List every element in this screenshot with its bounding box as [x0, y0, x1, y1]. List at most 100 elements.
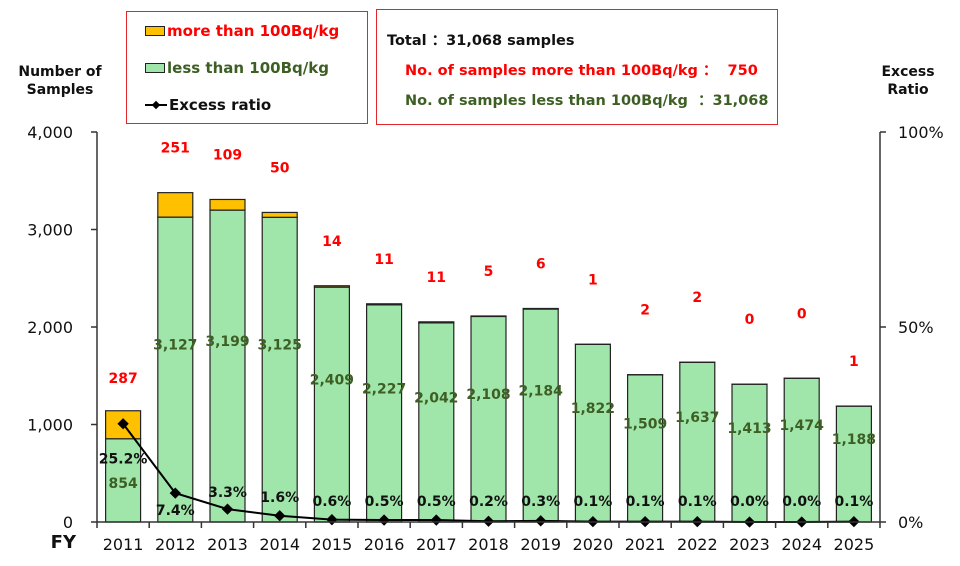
x-tick-label: 2023 — [729, 535, 770, 554]
legend-label-ratio: Excess ratio — [169, 96, 272, 114]
bar-less — [157, 216, 194, 523]
ratio-marker — [169, 487, 181, 499]
label-ratio: 0.5% — [417, 494, 456, 510]
ratio-marker — [221, 503, 234, 515]
label-more: 6 — [536, 256, 546, 272]
x-tick-label: 2020 — [573, 535, 614, 554]
x-axis: 2011 2012 2013 2014 2015 2016 2017 2018 2019 2020… — [51, 521, 881, 554]
label-more: 2 — [692, 290, 702, 306]
bar-less — [783, 377, 820, 523]
x-tick-label: 2013 — [207, 535, 248, 554]
label-ratio: 0.0% — [730, 494, 769, 510]
x-tick-label: 2021 — [625, 535, 666, 554]
label-less: 2,042 — [414, 390, 458, 406]
label-more: 109 — [213, 147, 242, 163]
label-ratio: 0.1% — [626, 494, 665, 510]
label-less: 1,822 — [571, 401, 615, 417]
label-more: 11 — [427, 270, 446, 286]
label-ratio: 0.3% — [521, 494, 560, 510]
label-ratio: 25.2% — [99, 452, 148, 468]
label-ratio: 0.6% — [312, 494, 351, 510]
label-ratio: 0.0% — [782, 494, 821, 510]
x-tick-label: 2025 — [834, 535, 875, 554]
label-more: 50 — [270, 160, 290, 176]
label-ratio: 0.5% — [365, 494, 404, 510]
x-tick-label: 2016 — [364, 535, 405, 554]
data-labels: 8542873,1272513,1991093,125502,409142,22… — [99, 141, 876, 519]
summary-more: No. of samples more than 100Bq/kg ： 750 — [405, 63, 758, 79]
summary-box: Total ：31,068 samples No. of samples mor… — [376, 9, 778, 125]
y-axis-title: Number of Samples — [10, 63, 110, 99]
summary-total: Total ：31,068 samples — [387, 33, 575, 49]
bar-less — [313, 286, 350, 523]
ratio-marker — [274, 510, 286, 522]
legend-label-less: less than 100Bq/kg — [167, 59, 329, 77]
bar-less — [105, 438, 142, 523]
x-tick-label: 2019 — [520, 535, 561, 554]
label-ratio: 0.2% — [469, 494, 508, 510]
x-tick-label: 2017 — [416, 535, 457, 554]
bars — [105, 192, 872, 523]
label-ratio: 0.1% — [834, 494, 873, 510]
label-less: 1,509 — [623, 416, 667, 432]
label-less: 1,188 — [832, 432, 876, 448]
label-less: 854 — [108, 476, 137, 492]
legend-item-ratio: Excess ratio — [145, 96, 271, 114]
bar-more — [157, 192, 194, 218]
x-tick-label: 2011 — [103, 535, 144, 554]
bar-more — [418, 321, 455, 324]
y-tick-label: 1,000 — [27, 416, 73, 435]
bar-more — [261, 211, 298, 218]
ratio-marker — [535, 515, 547, 527]
y2-axis: 0% 50% 100% — [879, 123, 944, 532]
x-tick-label: 2024 — [781, 535, 822, 554]
y2-tick-label: 0% — [898, 513, 923, 532]
bar-less — [835, 405, 872, 523]
bar-less — [366, 304, 403, 523]
legend-item-less: less than 100Bq/kg — [145, 59, 329, 77]
label-less: 2,184 — [519, 384, 564, 400]
label-more: 2 — [640, 303, 650, 319]
label-ratio: 0.1% — [573, 494, 612, 510]
x-tick-label: 2012 — [155, 535, 196, 554]
y2-tick-label: 50% — [898, 318, 934, 337]
legend-swatch-less — [145, 63, 165, 73]
y-tick-label: 3,000 — [27, 221, 73, 240]
ratio-marker — [378, 514, 390, 526]
label-less: 3,127 — [153, 338, 197, 354]
y2-axis-title: Excess Ratio — [872, 63, 944, 99]
legend: more than 100Bq/kg less than 100Bq/kg Ex… — [126, 11, 368, 124]
label-more: 5 — [484, 264, 494, 280]
bar-more — [366, 303, 403, 306]
label-ratio: 7.4% — [156, 503, 195, 519]
legend-swatch-ratio — [145, 100, 167, 110]
label-less: 2,409 — [310, 373, 354, 389]
legend-label-more: more than 100Bq/kg — [167, 22, 340, 40]
label-more: 0 — [745, 312, 755, 328]
x-axis-title: FY — [51, 532, 77, 553]
legend-swatch-more — [145, 26, 165, 36]
y-axis-title-text: Number of Samples — [18, 64, 102, 98]
label-more: 14 — [322, 234, 342, 250]
x-tick-label: 2014 — [259, 535, 300, 554]
summary-less: No. of samples less than 100Bq/kg ：31,06… — [405, 93, 769, 109]
y2-axis-title-text: Excess Ratio — [881, 64, 935, 98]
bar-more — [522, 307, 559, 310]
legend-item-more: more than 100Bq/kg — [145, 22, 339, 40]
bar-less — [470, 315, 507, 523]
y-tick-label: 2,000 — [27, 318, 73, 337]
bar-more — [209, 198, 246, 211]
label-less: 3,125 — [258, 338, 302, 354]
bar-less — [574, 343, 611, 523]
bar-less — [209, 209, 246, 523]
label-more: 1 — [849, 354, 859, 370]
bar-less — [731, 383, 768, 523]
label-ratio: 1.6% — [260, 490, 299, 506]
bar-less — [418, 322, 455, 523]
label-more: 251 — [161, 141, 190, 157]
ratio-marker — [430, 514, 442, 526]
bar-less — [522, 308, 559, 523]
label-less: 1,413 — [727, 421, 771, 437]
label-less: 3,199 — [205, 334, 249, 350]
